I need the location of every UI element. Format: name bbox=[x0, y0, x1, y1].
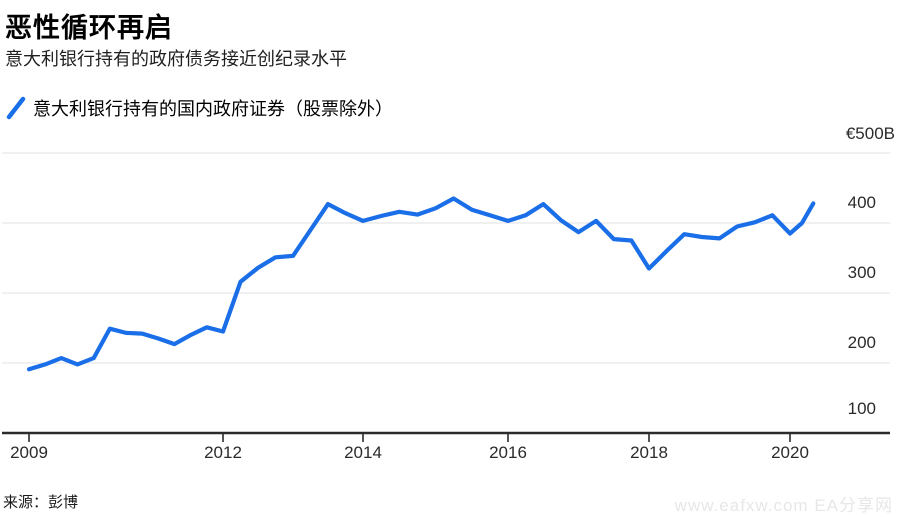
x-tick-2009: 2009 bbox=[10, 443, 48, 462]
chart-legend: 意大利银行持有的国内政府证券（股票除外） bbox=[5, 95, 393, 121]
data-series-line bbox=[26, 196, 816, 372]
source-credit: 来源：彭博 bbox=[3, 494, 79, 511]
x-tick-2014: 2014 bbox=[344, 443, 382, 462]
y-tick-200: 200 bbox=[847, 333, 876, 352]
watermark-text: www.eafxw.com EA分享网 bbox=[674, 496, 893, 515]
x-tick-2016: 2016 bbox=[489, 443, 527, 462]
x-axis-ticks bbox=[28, 433, 791, 442]
x-tick-2020: 2020 bbox=[771, 443, 809, 462]
x-tick-2018: 2018 bbox=[630, 443, 668, 462]
legend-label: 意大利银行持有的国内政府证券（股票除外） bbox=[33, 99, 393, 119]
y-tick-500: €500B bbox=[845, 124, 895, 143]
chart-subtitle: 意大利银行持有的政府债务接近创纪录水平 bbox=[5, 49, 347, 69]
y-tick-400: 400 bbox=[847, 193, 876, 212]
legend-line-icon bbox=[5, 95, 27, 121]
page-title: 恶性循环再启 bbox=[5, 13, 173, 43]
x-tick-2012: 2012 bbox=[204, 443, 242, 462]
y-tick-100: 100 bbox=[847, 399, 876, 418]
y-tick-300: 300 bbox=[847, 263, 876, 282]
